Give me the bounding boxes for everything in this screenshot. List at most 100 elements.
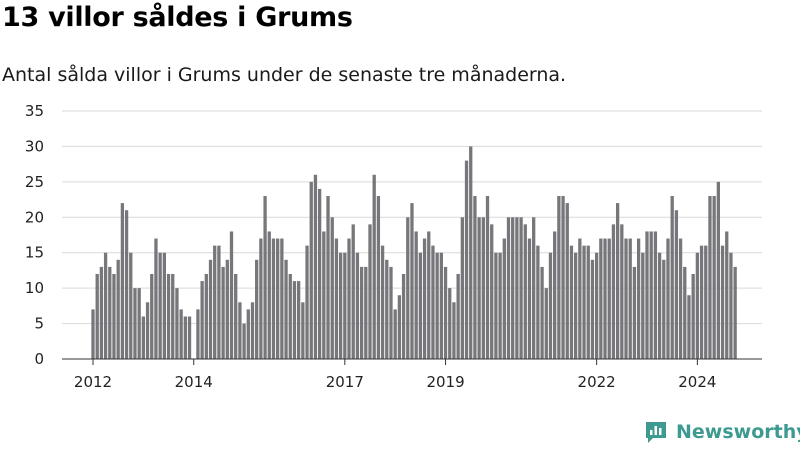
- bar: [636, 238, 641, 359]
- newsworthy-logo: Newsworthy: [644, 420, 800, 444]
- x-tick-label: 2019: [426, 373, 464, 391]
- bar: [716, 181, 720, 359]
- bar: [103, 252, 108, 359]
- bar: [670, 196, 674, 359]
- bar: [515, 217, 519, 359]
- bar: [406, 217, 410, 359]
- bar: [196, 309, 200, 359]
- bar: [574, 252, 578, 359]
- bar: [326, 196, 330, 359]
- bar: [208, 259, 213, 359]
- bar: [414, 231, 418, 359]
- bar: [317, 188, 322, 359]
- bar: [733, 266, 737, 359]
- bar: [607, 238, 611, 359]
- y-tick-label: 30: [25, 137, 44, 155]
- bar: [187, 316, 192, 359]
- bar: [599, 238, 603, 359]
- bar: [494, 252, 498, 359]
- bar: [166, 273, 171, 359]
- bar: [297, 281, 301, 359]
- bar: [439, 252, 443, 359]
- bar: [624, 238, 628, 359]
- bar: [280, 238, 284, 359]
- y-tick-label: 35: [25, 102, 44, 120]
- y-tick-label: 10: [25, 279, 44, 297]
- bar: [725, 231, 729, 359]
- bar: [158, 252, 162, 359]
- bar: [620, 224, 624, 359]
- bar: [242, 323, 246, 359]
- bar: [527, 238, 532, 359]
- bar: [213, 245, 217, 359]
- brand-name: Newsworthy: [676, 421, 800, 443]
- bars: [91, 146, 737, 359]
- bar: [666, 238, 670, 359]
- bar: [288, 273, 292, 359]
- bar: [364, 266, 368, 359]
- bar: [469, 146, 473, 359]
- bar: [477, 217, 481, 359]
- bar: [481, 217, 485, 359]
- data-label: 13: [729, 95, 749, 99]
- bar: [704, 245, 708, 359]
- bar: [141, 316, 146, 359]
- bar: [443, 266, 448, 359]
- bar: [137, 288, 141, 359]
- x-tick-label: 2014: [175, 373, 213, 391]
- bar: [267, 231, 271, 359]
- bar: [401, 273, 406, 359]
- y-tick-label: 15: [25, 244, 44, 262]
- bar: [708, 196, 712, 359]
- bar: [179, 309, 183, 359]
- bar: [611, 224, 616, 359]
- bar: [662, 259, 666, 359]
- bar: [150, 273, 154, 359]
- x-tick-label: 2024: [678, 373, 716, 391]
- bar: [347, 238, 351, 359]
- bar: [397, 295, 402, 359]
- bar: [427, 231, 431, 359]
- bar: [351, 224, 355, 359]
- bar: [590, 259, 595, 359]
- bar: [506, 217, 511, 359]
- bar: [385, 259, 389, 359]
- bar: [368, 224, 372, 359]
- bar: [645, 231, 649, 359]
- bar: [124, 210, 129, 359]
- bar: [452, 302, 456, 359]
- bar: [372, 174, 376, 359]
- bar: [712, 196, 716, 359]
- bar: [519, 217, 523, 359]
- bar: [691, 273, 695, 359]
- bar: [561, 196, 565, 359]
- bar: [553, 231, 557, 359]
- bar: [653, 231, 658, 359]
- bar: [221, 266, 225, 359]
- chart-subtitle: Antal sålda villor i Grums under de sena…: [2, 64, 567, 86]
- x-tick-label: 2017: [326, 373, 364, 391]
- bar: [204, 273, 208, 359]
- bar: [284, 259, 288, 359]
- bar: [359, 266, 364, 359]
- bar: [557, 196, 561, 359]
- bar: [238, 302, 242, 359]
- bar: [175, 288, 179, 359]
- bar: [431, 245, 435, 359]
- bar: [540, 266, 544, 359]
- y-tick-label: 25: [25, 173, 44, 191]
- bar: [108, 266, 112, 359]
- bar: [376, 196, 381, 359]
- bar: [582, 245, 586, 359]
- bar: [548, 252, 553, 359]
- bar: [523, 224, 527, 359]
- bar: [271, 238, 276, 359]
- bar: [678, 238, 683, 359]
- bar: [129, 252, 133, 359]
- bar: [234, 273, 238, 359]
- bar: [313, 174, 318, 359]
- bar: [133, 288, 137, 359]
- bar: [649, 231, 653, 359]
- bar: [687, 295, 691, 359]
- bar: [603, 238, 607, 359]
